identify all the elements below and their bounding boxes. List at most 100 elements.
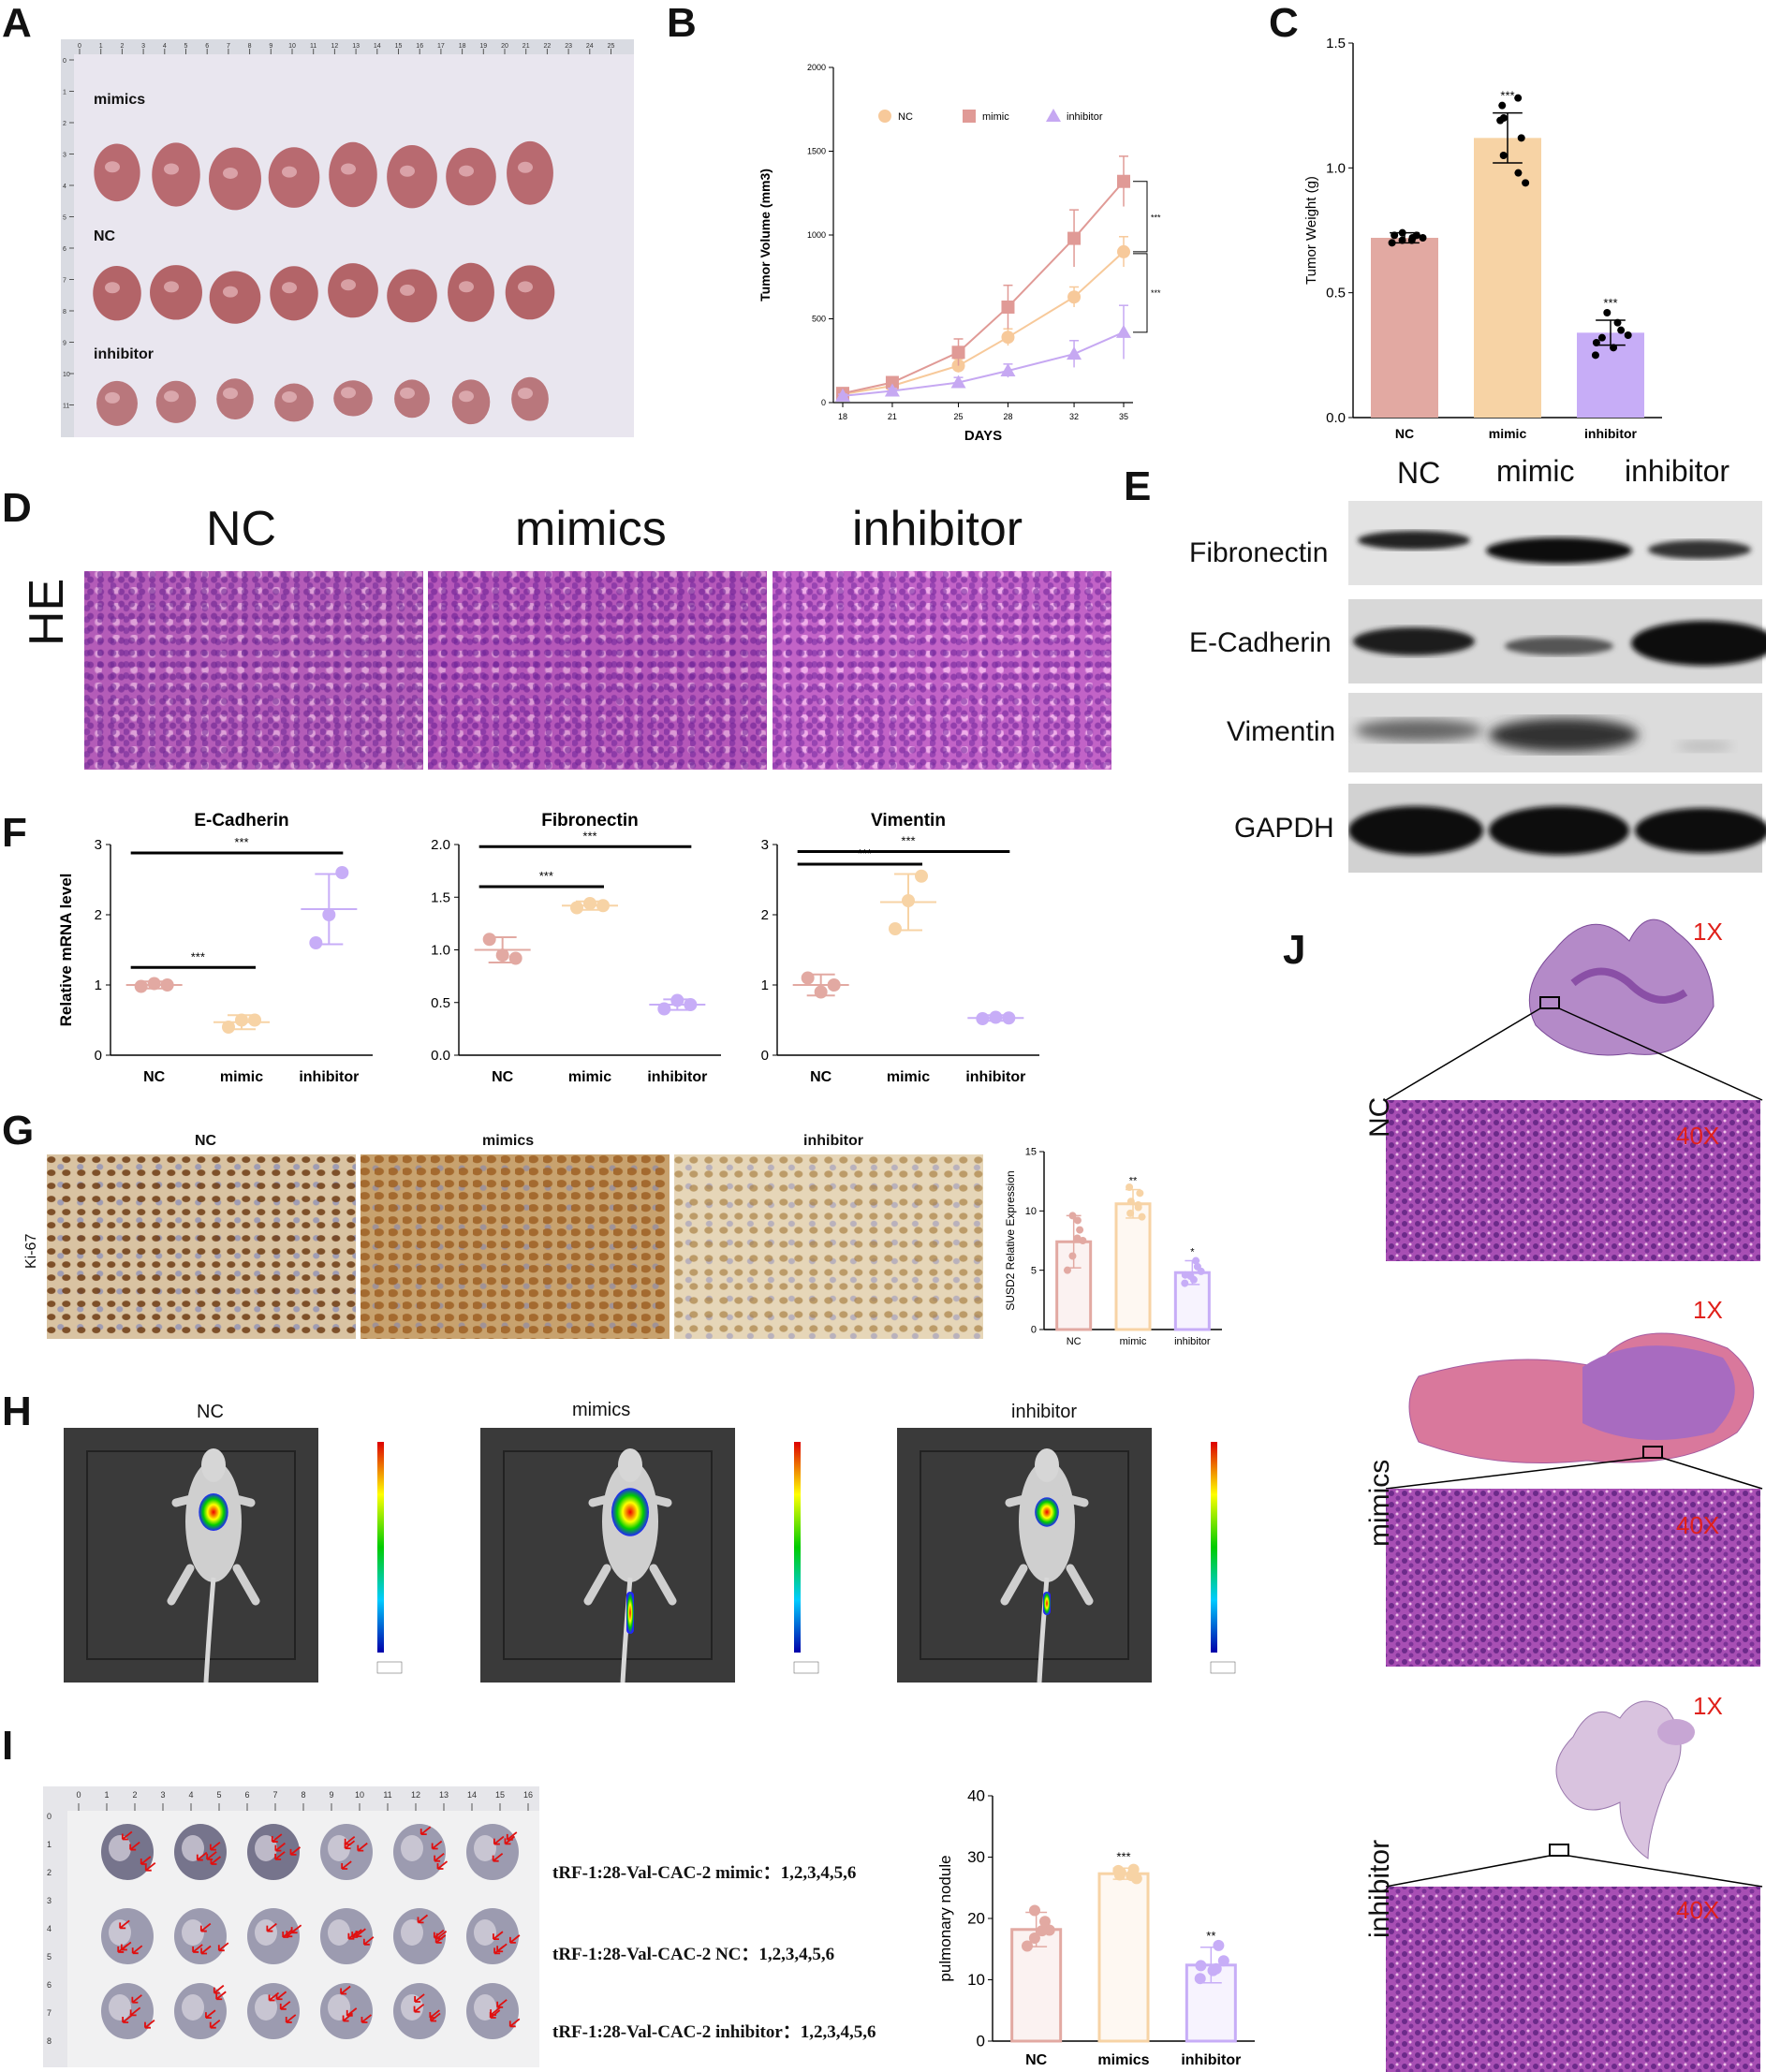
lung-tissue — [1570, 967, 1688, 1004]
tumor — [387, 145, 437, 209]
sig-label: *** — [1151, 288, 1161, 298]
tumor-volume-chart: 0 500 1000 1500 2000 18 21 25 28 32 35 DAYS Tumor Vo… — [758, 63, 1161, 444]
data-point — [335, 866, 349, 879]
lung-highlight — [474, 1835, 496, 1861]
tumor-highlight — [459, 281, 474, 293]
data-point — [1000, 362, 1016, 376]
data-point — [915, 869, 928, 883]
luminescence-signal — [1035, 1497, 1059, 1527]
nodule-arrow — [140, 1856, 152, 1865]
tumor-highlight — [223, 167, 238, 179]
ruler-label: 14 — [374, 43, 381, 50]
ruler-label: 9 — [329, 1790, 333, 1800]
wb-label-fibronectin: Fibronectin — [1189, 537, 1329, 568]
nodule-arrow — [268, 1991, 280, 2002]
nodule-arrow — [436, 1860, 449, 1870]
category-label: inhibitor — [965, 1069, 1025, 1085]
mag-40x-mimics: 40X — [1676, 1511, 1720, 1539]
data-point — [951, 345, 965, 360]
tumor — [274, 383, 314, 422]
ruler-label: 0 — [63, 58, 66, 65]
data-point — [1002, 1011, 1016, 1025]
he-image-nc — [84, 571, 423, 770]
ruler-label: 1 — [63, 90, 66, 96]
nodule-arrow — [217, 1942, 229, 1952]
nodule-arrow — [282, 1929, 293, 1938]
he-image-inhibitor — [773, 571, 1111, 770]
ruler-label: 1 — [104, 1790, 109, 1800]
sig-label: *** — [1603, 296, 1617, 310]
bar — [1371, 238, 1438, 418]
y-tick-label: 2 — [761, 907, 769, 923]
tumor-highlight — [400, 387, 415, 399]
lung-highlight — [401, 1994, 423, 2021]
nodule-arrow — [508, 2018, 521, 2028]
tumor-highlight — [223, 286, 238, 298]
x-tick-label: 28 — [1003, 412, 1012, 421]
x-tick-label: 32 — [1069, 412, 1079, 421]
ivis-title-mimics: mimics — [572, 1400, 631, 1420]
lung-group-mimics: mimics — [1364, 1459, 1395, 1547]
data-point — [1603, 309, 1611, 316]
nodule-arrow — [192, 1944, 203, 1953]
nodule-arrow — [205, 2009, 216, 2020]
nodule-arrow — [117, 1944, 128, 1953]
category-label: mimic — [1489, 426, 1527, 441]
nodule-arrow — [431, 1840, 443, 1850]
category-label: NC — [143, 1069, 166, 1085]
panel-label-g: G — [2, 1108, 35, 1154]
nodule-arrow — [508, 1934, 521, 1944]
nodule-arrow — [274, 1842, 286, 1852]
ruler-label: 4 — [163, 43, 167, 50]
nodule-arrow — [129, 1841, 140, 1851]
western-blot — [1348, 501, 1766, 873]
data-point — [495, 948, 509, 963]
nodule-arrow — [206, 1851, 217, 1860]
data-point — [1592, 339, 1600, 346]
category-label: inhibitor — [1584, 426, 1638, 441]
data-point — [989, 1010, 1003, 1024]
y-axis-label: Tumor Weight (g) — [1303, 176, 1319, 285]
ruler-label: 0 — [76, 1790, 81, 1800]
legend-marker — [1046, 109, 1061, 122]
tumor-highlight — [518, 388, 533, 400]
nodule-arrow — [493, 1835, 505, 1845]
data-point — [1514, 94, 1523, 102]
lung-section-low-mag — [1528, 918, 1714, 1056]
panel-label-h: H — [2, 1389, 32, 1434]
tumor-highlight — [341, 163, 356, 175]
lung-group-inhibitor: inhibitor — [1364, 1839, 1395, 1938]
chart-title: Fibronectin — [541, 811, 638, 830]
data-point — [1591, 351, 1599, 360]
data-point — [902, 894, 915, 907]
nodule-arrow — [200, 1945, 212, 1955]
ruler-label: 16 — [523, 1790, 533, 1800]
tumor-highlight — [341, 387, 356, 399]
category-label: mimics — [1097, 2052, 1149, 2068]
ruler-label: 19 — [479, 43, 487, 50]
y-axis-label: pulmonary nodule — [936, 1855, 954, 1981]
tumor — [96, 380, 138, 426]
nodule-arrow — [492, 1852, 504, 1862]
nodule-arrow — [119, 1919, 130, 1930]
y-tick-label: 0.5 — [1326, 286, 1346, 301]
nodule-arrow — [266, 1922, 277, 1932]
nodule-arrow — [496, 1999, 508, 2008]
nodule-arrow — [144, 1861, 156, 1872]
data-point — [1067, 290, 1082, 304]
lung-highlight — [328, 1994, 350, 2021]
legend-label: inhibitor — [1067, 111, 1103, 123]
data-point — [222, 1021, 235, 1034]
ihc-title-nc: NC — [195, 1133, 217, 1149]
ruler-label: 22 — [544, 43, 552, 50]
data-point — [1067, 231, 1082, 245]
lung-section-high-mag — [1386, 1887, 1760, 2072]
data-point — [147, 977, 161, 991]
ruler-label: 12 — [411, 1790, 420, 1800]
y-tick-label: 1.0 — [1326, 160, 1346, 176]
category-label: NC — [1395, 426, 1414, 441]
ruler-label: 10 — [288, 43, 296, 50]
data-point — [1001, 331, 1015, 345]
tumor-highlight — [282, 282, 297, 294]
luminescence-signal — [199, 1493, 228, 1531]
